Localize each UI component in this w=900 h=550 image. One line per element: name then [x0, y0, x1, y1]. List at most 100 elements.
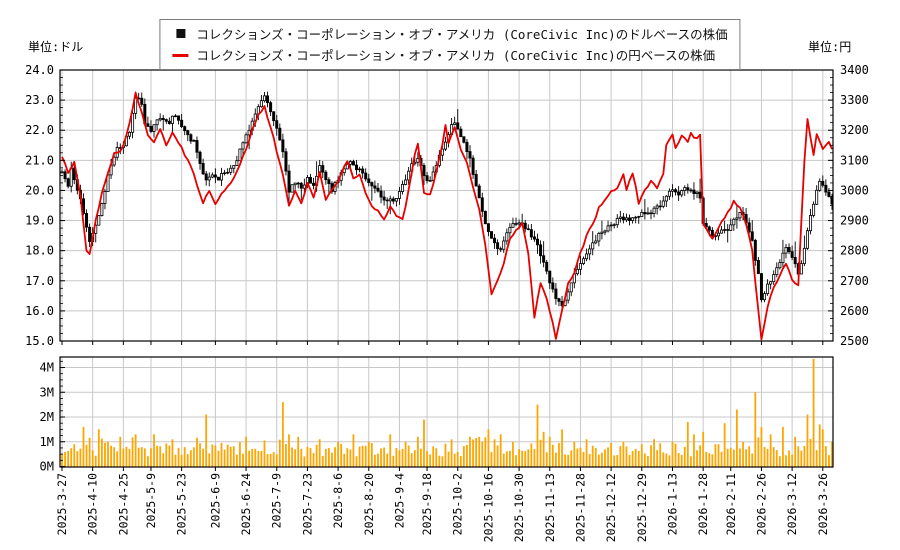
volume-bar — [303, 456, 306, 467]
volume-bar — [708, 453, 711, 467]
candle-body — [631, 217, 635, 221]
candle-body — [603, 230, 607, 233]
candle-body — [312, 182, 316, 186]
candle-body — [643, 211, 647, 215]
volume-bar — [757, 437, 760, 467]
candle-body — [649, 212, 653, 215]
volume-bar — [699, 445, 701, 467]
volume-bar — [174, 454, 177, 467]
volume-bar — [404, 441, 407, 467]
volume-bar — [643, 453, 646, 467]
volume-bar — [683, 446, 686, 467]
volume-bar — [349, 449, 352, 467]
volume-bar — [370, 443, 373, 467]
yen-axis-tick-label: 3100 — [840, 153, 869, 167]
legend-row-usd: コレクションズ・コーポレーション・オブ・アメリカ (CoreCivic Inc)… — [172, 23, 728, 44]
candle-body — [183, 126, 187, 132]
candle-body — [428, 180, 432, 182]
candle-body — [287, 170, 291, 193]
candle-body — [425, 175, 429, 181]
date-tick-label: 2026-1-13 — [665, 473, 679, 535]
volume-bar — [711, 454, 714, 467]
candle-body — [232, 165, 236, 169]
candle-body — [818, 180, 822, 191]
candle-body — [821, 180, 825, 186]
volume-bar — [257, 450, 260, 467]
candle-body — [624, 217, 628, 221]
volume-bar — [769, 434, 772, 467]
volume-bar — [591, 445, 594, 467]
volume-bar — [748, 446, 751, 467]
candle-body — [177, 115, 181, 121]
volume-bar — [235, 454, 238, 467]
volume-bar — [153, 434, 155, 467]
volume-bar — [803, 446, 806, 467]
candle-body — [324, 171, 328, 181]
volume-bar — [662, 452, 665, 467]
price-axis-tick-label: 23.0 — [25, 93, 54, 107]
candle-body — [766, 283, 770, 295]
candle-body — [213, 174, 217, 178]
volume-bar — [622, 441, 625, 467]
candle-body — [772, 274, 776, 283]
volume-bar — [493, 439, 496, 467]
volume-bar — [398, 450, 401, 467]
candle-body — [201, 163, 205, 175]
candle-body — [269, 102, 273, 113]
candle-body — [134, 97, 138, 114]
volume-bar — [416, 436, 419, 467]
volume-bar — [616, 455, 619, 467]
volume-bar — [64, 452, 66, 467]
candle-body — [735, 217, 739, 220]
candle-body — [247, 129, 251, 136]
candle-body — [716, 232, 720, 237]
volume-bar — [610, 442, 613, 467]
volume-bar — [647, 456, 649, 467]
price-axis-tick-label: 15.0 — [25, 334, 54, 348]
volume-bar — [462, 446, 465, 467]
volume-bar — [696, 450, 698, 467]
candle-body — [508, 226, 512, 234]
volume-bar — [346, 448, 349, 467]
candle-body — [66, 178, 70, 187]
volume-bar — [447, 451, 450, 467]
volume-bar — [386, 453, 389, 467]
volume-bar — [475, 438, 478, 467]
candle-body — [161, 117, 165, 121]
candle-body — [174, 115, 178, 118]
volume-bar — [763, 447, 766, 467]
volume-bar — [585, 439, 588, 467]
date-tick-label: 2026-3-12 — [785, 473, 799, 535]
candle-body — [376, 187, 380, 192]
volume-bar — [588, 453, 591, 467]
volume-bar — [177, 447, 180, 467]
candle-body — [621, 216, 625, 221]
volume-bar — [512, 441, 514, 467]
candle-body — [763, 293, 767, 301]
candle-body — [729, 224, 733, 231]
volume-bar — [352, 434, 355, 467]
candle-body — [615, 218, 619, 226]
volume-bar — [582, 452, 585, 467]
candle-body — [459, 128, 463, 138]
candle-body — [606, 225, 610, 232]
volume-bar — [343, 453, 346, 467]
volume-bar — [472, 439, 474, 467]
candle-body — [554, 288, 558, 300]
volume-bar — [189, 450, 192, 467]
candle-body — [373, 185, 377, 189]
candle-body — [299, 182, 303, 189]
date-tick-label: 2025-7-9 — [270, 473, 284, 528]
candle-body — [502, 240, 506, 250]
volume-bar — [438, 455, 441, 467]
candle-body — [787, 247, 791, 253]
candle-body — [815, 189, 819, 205]
jpy-price-line — [61, 91, 833, 341]
candle-body — [670, 189, 674, 192]
volume-bar — [567, 454, 570, 467]
candle-body — [296, 182, 300, 185]
volume-bar — [429, 454, 432, 467]
volume-axis-tick-label: 0M — [40, 460, 54, 474]
date-tick-label: 2025-9-18 — [420, 473, 434, 535]
volume-bar — [364, 445, 367, 467]
